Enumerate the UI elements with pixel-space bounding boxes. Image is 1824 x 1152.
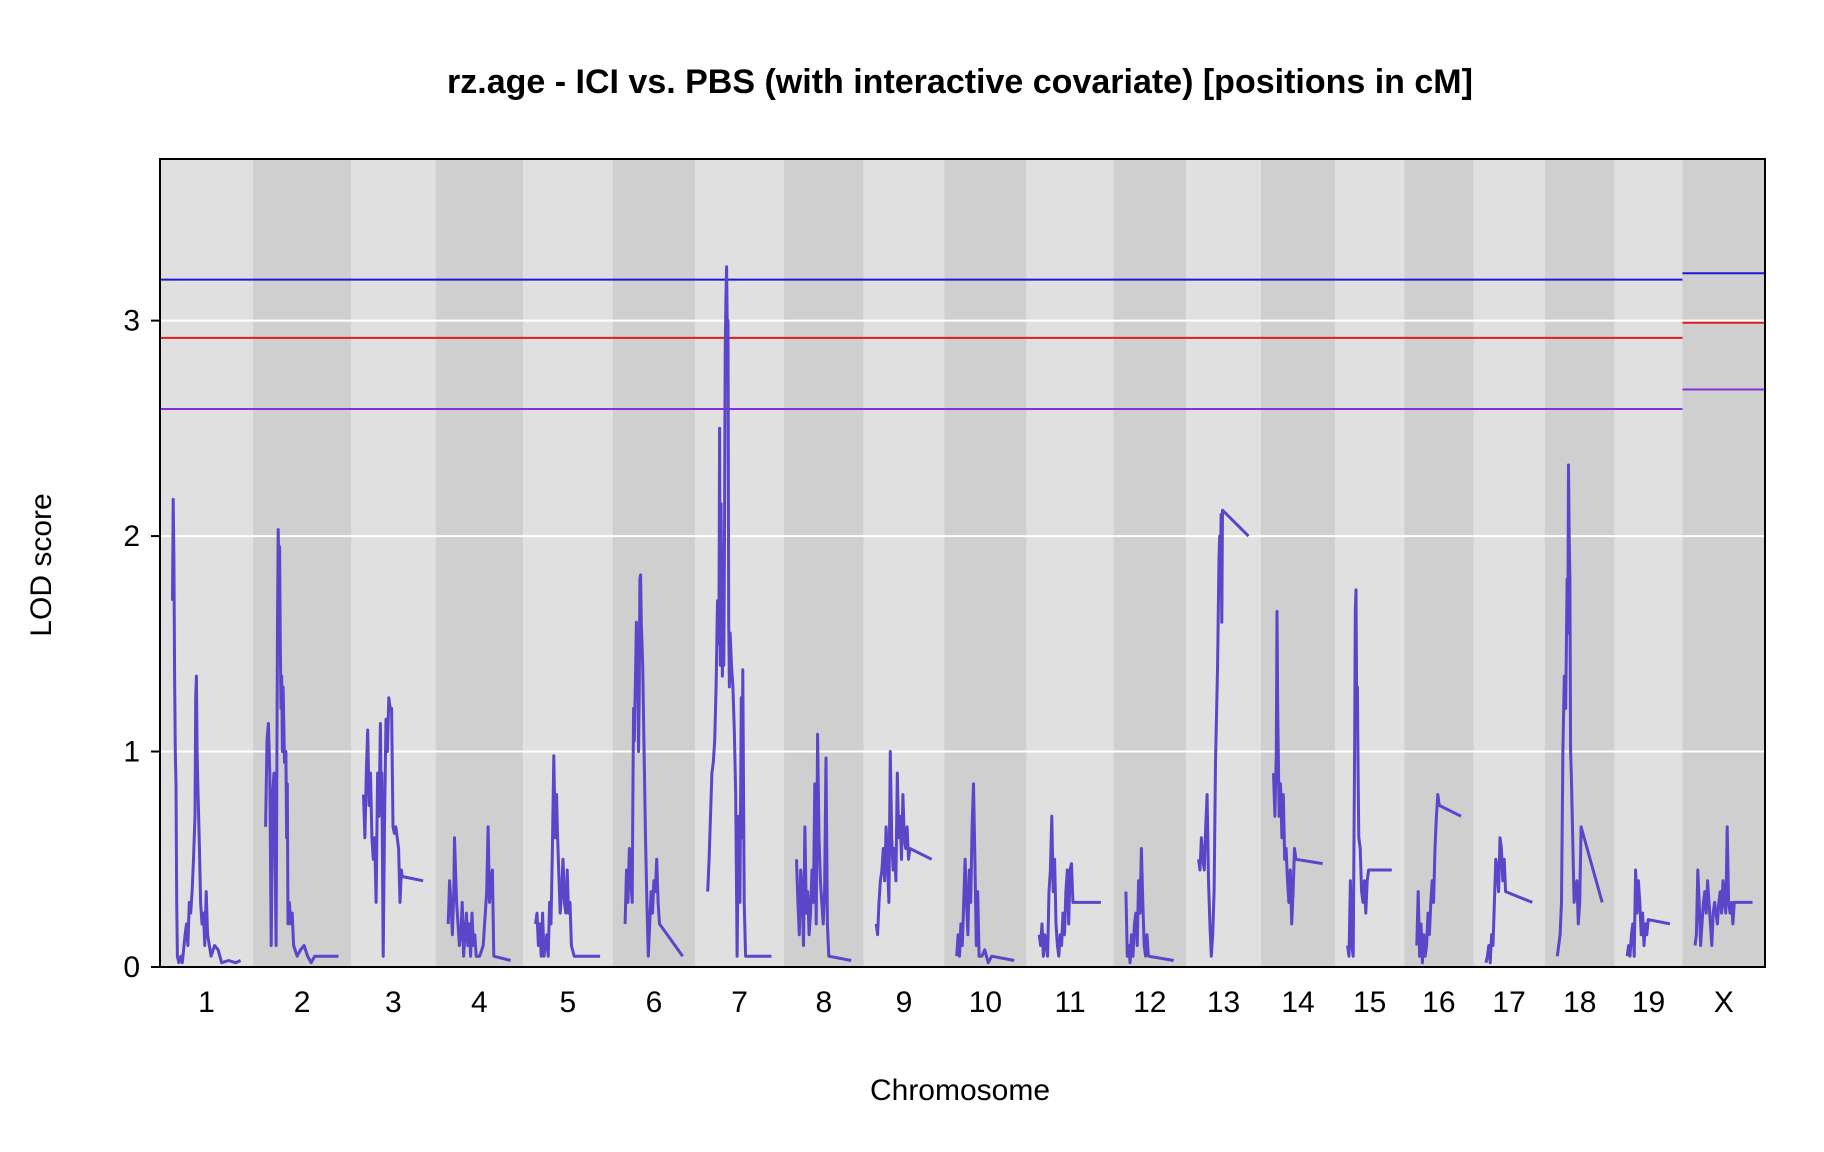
lod-line-chr-X [1693,825,1753,947]
chromosome-band-11 [1026,159,1114,967]
chromosome-band-12 [1113,159,1187,967]
y-tick-label-3: 3 [123,305,140,338]
lod-line-chr-13 [1197,508,1250,958]
lod-line-chr-18 [1555,463,1604,957]
y-axis-label: LOD score [25,493,58,636]
lod-line-chr-10 [955,782,1015,965]
chromosome-band-4 [435,159,524,967]
lod-line-chr-8 [795,732,852,962]
lod-line-chr-2 [264,528,339,965]
y-gridlines [160,319,1765,753]
lod-line-chr-19 [1625,868,1671,958]
x-tick-label-15: 15 [1353,986,1386,1019]
lod-line-chr-12 [1124,847,1174,965]
x-tick-label-4: 4 [471,986,488,1019]
lod-line-chr-15 [1346,588,1392,958]
lod-line-chr-6 [623,573,684,958]
x-axis-ticks: 1 2 3 4 5 6 7 8 9 10 11 12 13 14 15 16 17 18 19 X [198,986,1734,1019]
x-tick-label-18: 18 [1563,986,1596,1019]
y-axis-ticks: 0 1 2 3 [123,305,160,984]
chromosome-band-14 [1260,159,1336,967]
lod-line-chr-1 [171,497,242,965]
x-tick-label-14: 14 [1281,986,1314,1019]
y-tick-label-1: 1 [123,736,140,769]
x-tick-label-8: 8 [816,986,833,1019]
y-tick-label-0: 0 [123,951,140,984]
chromosome-band-X [1682,159,1765,967]
x-tick-label-7: 7 [731,986,748,1019]
chromosome-band-19 [1614,159,1683,967]
x-tick-label-19: 19 [1632,986,1665,1019]
x-tick-label-9: 9 [896,986,913,1019]
y-tick-label-2: 2 [123,520,140,553]
lod-line-chr-11 [1037,814,1101,958]
threshold-lines [160,272,1765,410]
chart-title: rz.age - ICI vs. PBS (with interactive c… [447,63,1473,101]
chromosome-band-15 [1335,159,1405,967]
x-tick-label-1: 1 [198,986,215,1019]
lod-line-chr-5 [534,754,601,958]
x-tick-label-13: 13 [1207,986,1240,1019]
x-tick-label-3: 3 [385,986,402,1019]
x-tick-label-6: 6 [646,986,663,1019]
x-tick-label-16: 16 [1422,986,1455,1019]
lod-line-chr-4 [446,825,511,962]
chromosome-band-10 [944,159,1027,967]
x-axis-label: Chromosome [870,1074,1050,1107]
lod-line-chr-9 [874,750,933,937]
chromosome-band-6 [612,159,696,967]
chromosome-band-5 [523,159,613,967]
chromosome-band-17 [1473,159,1545,967]
chromosome-band-16 [1404,159,1474,967]
lod-line-chr-16 [1415,793,1462,965]
x-tick-label-17: 17 [1492,986,1525,1019]
x-tick-label-2: 2 [294,986,311,1019]
lod-line-chr-17 [1484,836,1533,965]
x-tick-label-11: 11 [1054,986,1085,1019]
lod-line-chr-3 [362,696,424,958]
lod-line-chr-7 [706,265,772,958]
lod-profile [171,265,1753,965]
x-tick-label-5: 5 [560,986,577,1019]
x-tick-label-12: 12 [1133,986,1166,1019]
x-tick-label-10: 10 [969,986,1002,1019]
lod-line-chr-14 [1272,610,1323,926]
x-tick-label-X: X [1714,986,1734,1019]
plot-frame [159,158,1766,968]
